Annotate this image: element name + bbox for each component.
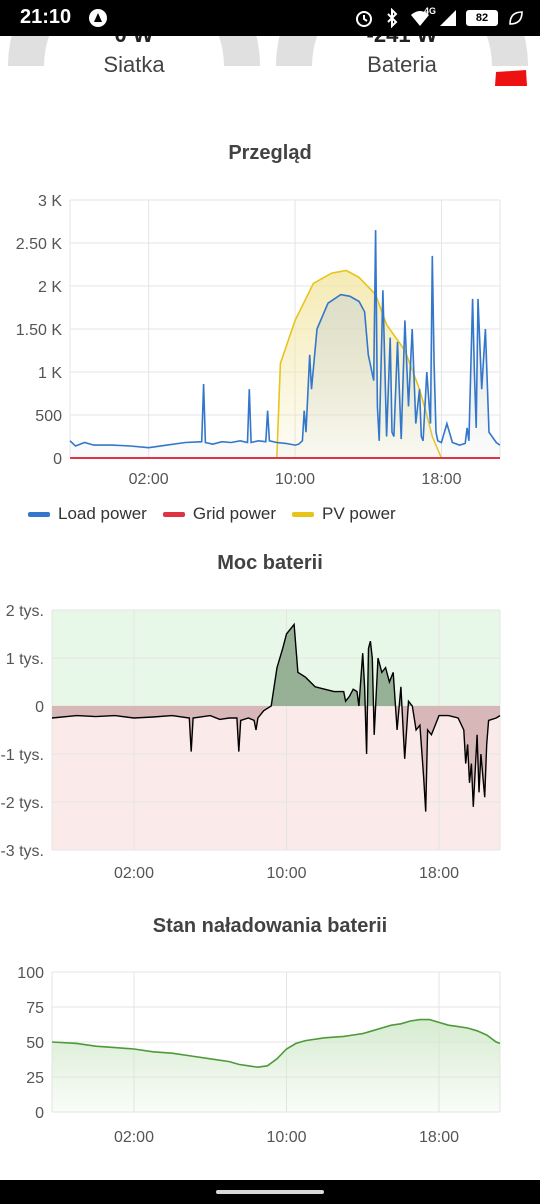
y-tick-label: 2 tys. <box>6 603 44 620</box>
gauge-battery[interactable]: -241 W Bateria <box>276 36 528 86</box>
wifi-icon <box>411 11 429 26</box>
battery-power-positive-area <box>52 624 500 706</box>
load-power-line <box>69 230 501 449</box>
chart-overview-title: Przegląd <box>228 142 312 164</box>
x-tick-label: 18:00 <box>419 1129 459 1146</box>
legend-label-load: Load power <box>58 504 147 523</box>
chart-battery-power[interactable]: 2 tys. 1 tys. 0 -1 tys. -2 tys. -3 tys. 02:00 1… <box>0 596 540 888</box>
x-tick-label: 02:00 <box>114 1129 154 1146</box>
leaf-icon <box>509 11 523 25</box>
chart-soc-title: Stan naładowania baterii <box>152 915 388 937</box>
gauge-battery-value: -241 W <box>276 36 528 48</box>
legend-swatch-grid <box>162 511 185 517</box>
x-tick-label: 02:00 <box>114 865 154 882</box>
legend-swatch-load <box>28 511 50 517</box>
gauge-grid-arc <box>8 36 260 66</box>
y-tick-label: 50 <box>26 1035 44 1052</box>
stan-na-adowania-baterii-area <box>52 1019 500 1112</box>
chart-overview-legend: Load power Grid power PV power <box>28 504 396 524</box>
navigation-bar <box>0 1180 540 1204</box>
y-tick-label: 2 K <box>38 279 62 296</box>
y-tick-label: 1.50 K <box>16 322 63 339</box>
bluetooth-icon <box>387 8 398 28</box>
legend-label-grid: Grid power <box>192 504 276 523</box>
y-tick-label: 0 <box>35 1105 44 1122</box>
x-tick-label: 02:00 <box>129 471 169 488</box>
stan-na-adowania-baterii-line <box>51 1018 501 1069</box>
chart-battery-power-title: Moc baterii <box>217 552 323 574</box>
home-handle[interactable] <box>216 1190 324 1194</box>
app-notification-icon <box>89 9 107 27</box>
legend-swatch-pv <box>291 511 314 517</box>
status-bar: 21:10 4G 82 <box>0 0 540 36</box>
legend-item-pv-power[interactable]: PV power <box>291 504 396 524</box>
pv-power-area <box>70 270 500 458</box>
y-tick-label: 500 <box>35 408 62 425</box>
y-tick-label: 1 K <box>38 365 62 382</box>
gauge-grid[interactable]: 0 W Siatka <box>8 36 260 86</box>
y-tick-label: 0 <box>35 699 44 716</box>
network-type: 4G <box>423 6 436 16</box>
battery-level: 82 <box>475 12 489 24</box>
status-icons: 4G 82 <box>354 6 526 30</box>
battery-indicator: 82 <box>466 10 498 26</box>
y-tick-label: 2.50 K <box>16 236 63 253</box>
chart-soc[interactable]: 100 75 50 25 0 02:00 10:00 18:00 <box>0 958 540 1150</box>
y-tick-label: 3 K <box>38 193 62 210</box>
y-tick-label: 1 tys. <box>6 651 44 668</box>
y-tick-label: -2 tys. <box>0 795 44 812</box>
signal-wrapper: 4G <box>410 6 436 28</box>
status-time: 21:10 <box>20 6 72 28</box>
gauge-battery-arc <box>276 36 528 86</box>
battery-power-line <box>51 622 501 812</box>
y-tick-label: 75 <box>26 1000 44 1017</box>
x-tick-label: 18:00 <box>421 471 461 488</box>
chart-overview[interactable]: 0 500 1 K 1.50 K 2 K 2.50 K 3 K 02:00 10:00 18:00 <box>0 186 540 496</box>
legend-label-pv: PV power <box>321 504 396 523</box>
y-tick-label: 25 <box>26 1070 44 1087</box>
gauge-grid-value: 0 W <box>8 36 260 48</box>
y-tick-label: -3 tys. <box>0 843 44 860</box>
gauge-battery-name: Bateria <box>367 52 437 77</box>
cell-signal-icon <box>440 10 456 26</box>
y-tick-label: 100 <box>17 965 44 982</box>
x-tick-label: 10:00 <box>266 865 306 882</box>
x-tick-label: 10:00 <box>275 471 315 488</box>
x-tick-label: 10:00 <box>266 1129 306 1146</box>
y-tick-label: 0 <box>53 451 62 468</box>
x-tick-label: 18:00 <box>419 865 459 882</box>
legend-item-grid-power[interactable]: Grid power <box>162 504 276 524</box>
legend-item-load-power[interactable]: Load power <box>28 504 147 524</box>
gauge-grid-name: Siatka <box>103 52 165 77</box>
alarm-icon <box>356 11 372 27</box>
y-tick-label: -1 tys. <box>0 747 44 764</box>
